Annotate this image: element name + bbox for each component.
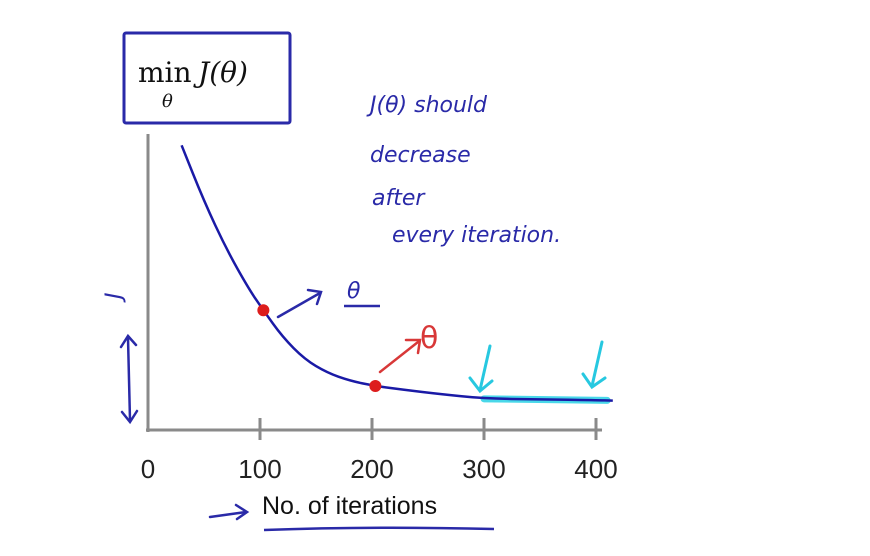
x-tick-label: 300 <box>462 454 505 484</box>
formula-box: min θ J(θ) <box>122 31 292 125</box>
x-axis-title-underline <box>263 526 495 532</box>
x-tick-label: 400 <box>574 454 617 484</box>
cost-curve-line <box>180 144 613 402</box>
note-line-4: every iteration. <box>392 223 561 248</box>
note-line-1: J(θ) should <box>366 93 488 118</box>
formula-min: min <box>138 56 192 89</box>
arrow-to-blue-theta-icon <box>276 288 323 319</box>
cyan-arrow-400-icon <box>581 340 607 390</box>
handwritten-note: J(θ) should decrease after every iterati… <box>366 93 561 248</box>
cyan-arrow-300-icon <box>468 344 494 394</box>
x-axis-title: No. of iterations <box>262 492 437 520</box>
arrow-to-red-theta-icon <box>378 338 422 374</box>
x-axis-title-group: No. of iterations <box>208 492 495 532</box>
note-line-3: after <box>372 186 426 211</box>
y-axis-mark: J <box>102 293 127 304</box>
highlight-point <box>369 380 382 393</box>
chart-axes: 0 100 200 300 400 <box>141 134 618 484</box>
x-tick-label: 100 <box>238 454 281 484</box>
formula-sub: θ <box>162 91 173 112</box>
formula-box-border <box>122 31 292 125</box>
theta-blue-label: θ <box>347 279 361 304</box>
double-arrow-icon <box>119 333 139 425</box>
theta-red-label: θ <box>420 321 438 356</box>
plot-area <box>180 144 613 404</box>
highlight-point <box>257 304 270 317</box>
x-tick-label: 0 <box>141 454 155 484</box>
x-tick-label: 200 <box>350 454 393 484</box>
x-tick-group: 0 100 200 300 400 <box>141 418 618 484</box>
formula-func: J(θ) <box>193 56 248 89</box>
note-line-2: decrease <box>370 143 471 168</box>
x-axis-pointer-icon <box>208 503 250 521</box>
